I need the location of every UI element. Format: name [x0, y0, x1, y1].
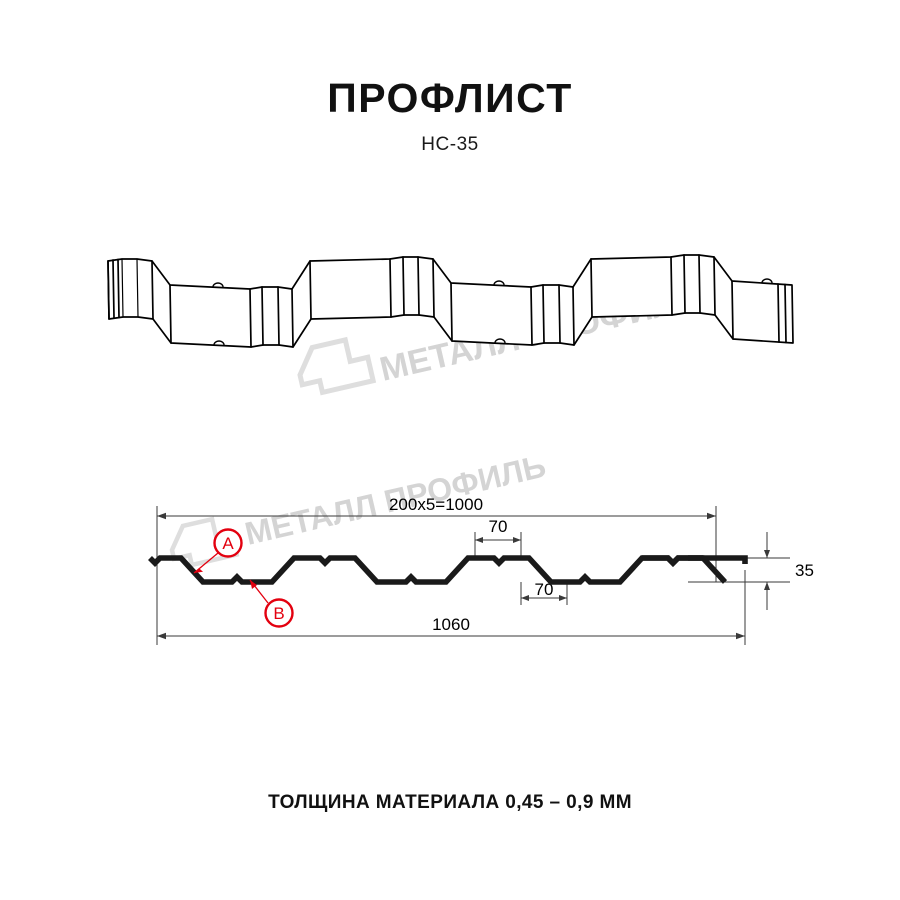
callout-marker-a-label: A: [222, 534, 234, 553]
corrugation-outline: [107, 254, 794, 348]
dimension-label-bottom-flat: 70: [535, 580, 554, 599]
callout-marker-a: A: [193, 528, 243, 574]
dimension-label-cover: 200x5=1000: [389, 495, 483, 514]
dimension-label-top-flat: 70: [489, 517, 508, 536]
section-view: МЕТАЛЛ ПРОФИЛЬ: [0, 448, 900, 680]
isometric-view: МЕТАЛЛ ПРОФИЛЬ: [0, 225, 900, 425]
profile-section-path: [148, 555, 728, 585]
page-title: ПРОФЛИСТ: [327, 75, 573, 121]
dimension-label-height: 35: [795, 561, 814, 580]
product-model-label: НС-35: [421, 134, 479, 155]
material-thickness-note: ТОЛЩИНА МАТЕРИАЛА 0,45 – 0,9 ММ: [268, 792, 632, 813]
callout-marker-b-label: B: [273, 604, 284, 623]
profile-right-lip: [688, 555, 748, 564]
title-block: ПРОФЛИСТ НС-35: [0, 78, 900, 156]
dimension-label-overall-width: 1060: [432, 615, 470, 634]
callout-marker-b: B: [249, 579, 294, 628]
